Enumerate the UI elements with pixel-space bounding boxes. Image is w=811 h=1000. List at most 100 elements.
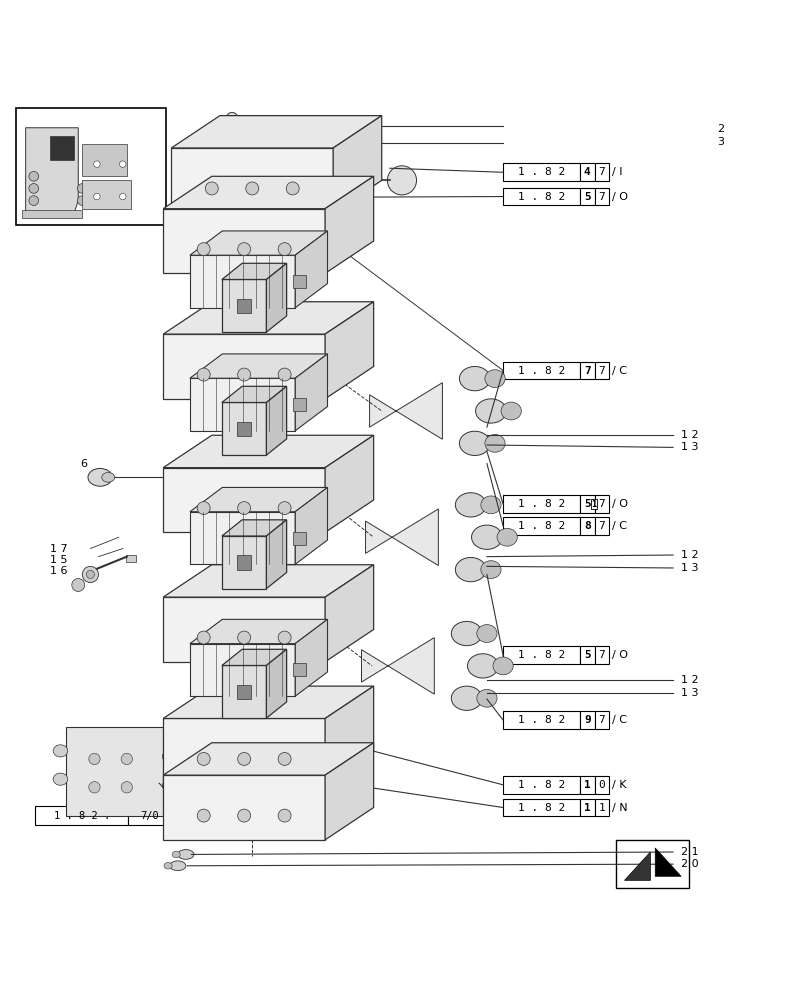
Circle shape bbox=[278, 243, 290, 256]
Ellipse shape bbox=[101, 472, 114, 482]
Polygon shape bbox=[221, 263, 286, 279]
Ellipse shape bbox=[496, 528, 517, 546]
Polygon shape bbox=[221, 520, 286, 536]
Polygon shape bbox=[324, 176, 373, 273]
Bar bbox=[594, 163, 608, 181]
Text: / O: / O bbox=[611, 192, 628, 202]
Bar bbox=[579, 799, 594, 816]
Text: 1 . 8 2: 1 . 8 2 bbox=[517, 167, 564, 177]
Text: 1 . 8 2: 1 . 8 2 bbox=[517, 650, 564, 660]
Polygon shape bbox=[190, 255, 294, 308]
Circle shape bbox=[278, 631, 290, 644]
Text: 1 . 8 2 .: 1 . 8 2 . bbox=[54, 811, 110, 821]
Polygon shape bbox=[163, 435, 373, 468]
Circle shape bbox=[29, 196, 39, 205]
Text: 7: 7 bbox=[598, 521, 604, 531]
Ellipse shape bbox=[476, 625, 496, 642]
Polygon shape bbox=[324, 435, 373, 532]
Polygon shape bbox=[369, 383, 442, 439]
Circle shape bbox=[86, 570, 94, 578]
Bar bbox=[503, 188, 579, 205]
Text: 1: 1 bbox=[598, 803, 604, 813]
Polygon shape bbox=[66, 727, 163, 816]
Bar bbox=[503, 711, 579, 729]
Bar bbox=[594, 188, 608, 205]
Circle shape bbox=[238, 243, 251, 256]
Text: 1 . 8 2: 1 . 8 2 bbox=[517, 366, 564, 376]
Polygon shape bbox=[221, 665, 266, 718]
Text: 2: 2 bbox=[717, 124, 723, 134]
Text: 1: 1 bbox=[583, 780, 590, 790]
Circle shape bbox=[119, 161, 126, 167]
Circle shape bbox=[238, 809, 251, 822]
Ellipse shape bbox=[451, 621, 482, 646]
Text: 1 3: 1 3 bbox=[680, 688, 697, 698]
Text: 0: 0 bbox=[598, 780, 604, 790]
Polygon shape bbox=[163, 468, 324, 532]
Text: 7: 7 bbox=[583, 366, 590, 376]
Ellipse shape bbox=[455, 493, 486, 517]
Polygon shape bbox=[163, 775, 324, 840]
Text: / K: / K bbox=[611, 780, 626, 790]
Circle shape bbox=[197, 631, 210, 644]
Bar bbox=[579, 188, 594, 205]
Polygon shape bbox=[190, 231, 327, 255]
Polygon shape bbox=[221, 279, 266, 332]
Ellipse shape bbox=[172, 851, 180, 858]
Polygon shape bbox=[324, 565, 373, 662]
Bar bbox=[292, 398, 305, 411]
Bar bbox=[16, 108, 165, 225]
Polygon shape bbox=[294, 231, 327, 308]
Polygon shape bbox=[190, 644, 294, 696]
Ellipse shape bbox=[455, 557, 486, 582]
Text: 4: 4 bbox=[583, 167, 590, 177]
Text: 5: 5 bbox=[583, 499, 590, 509]
Ellipse shape bbox=[169, 861, 186, 871]
Text: 1 . 8 2: 1 . 8 2 bbox=[517, 780, 564, 790]
Bar bbox=[579, 163, 594, 181]
Ellipse shape bbox=[484, 370, 504, 388]
Circle shape bbox=[238, 502, 251, 515]
Text: / O: / O bbox=[611, 499, 628, 509]
Text: 5: 5 bbox=[583, 650, 590, 660]
Bar bbox=[229, 137, 235, 142]
Text: 1 . 8 2: 1 . 8 2 bbox=[517, 803, 564, 813]
Polygon shape bbox=[221, 536, 266, 589]
Circle shape bbox=[197, 243, 210, 256]
Bar bbox=[503, 362, 579, 379]
Text: 1 2: 1 2 bbox=[680, 550, 698, 560]
Polygon shape bbox=[324, 686, 373, 783]
Polygon shape bbox=[654, 848, 680, 876]
Polygon shape bbox=[266, 386, 286, 455]
Circle shape bbox=[205, 182, 218, 195]
Polygon shape bbox=[333, 116, 381, 213]
Polygon shape bbox=[163, 302, 373, 334]
Polygon shape bbox=[221, 402, 266, 455]
Circle shape bbox=[246, 182, 259, 195]
Bar bbox=[594, 776, 608, 794]
Polygon shape bbox=[324, 743, 373, 840]
Circle shape bbox=[93, 193, 100, 200]
Text: 1 . 8 2: 1 . 8 2 bbox=[517, 499, 564, 509]
Circle shape bbox=[71, 578, 84, 591]
Bar bbox=[237, 299, 251, 313]
Bar bbox=[128, 806, 170, 825]
Circle shape bbox=[88, 782, 100, 793]
Polygon shape bbox=[190, 619, 327, 644]
Text: 5: 5 bbox=[583, 192, 590, 202]
Circle shape bbox=[171, 763, 187, 779]
Polygon shape bbox=[361, 638, 434, 694]
Text: 8: 8 bbox=[583, 521, 590, 531]
Polygon shape bbox=[190, 354, 327, 378]
Ellipse shape bbox=[178, 850, 194, 859]
Bar bbox=[594, 362, 608, 379]
Bar bbox=[237, 555, 251, 570]
Polygon shape bbox=[190, 487, 327, 512]
Polygon shape bbox=[163, 334, 324, 399]
Polygon shape bbox=[190, 512, 294, 564]
Bar bbox=[503, 776, 579, 794]
Ellipse shape bbox=[164, 863, 172, 869]
Text: 1 3: 1 3 bbox=[680, 563, 697, 573]
Polygon shape bbox=[171, 116, 381, 148]
Ellipse shape bbox=[476, 689, 496, 707]
